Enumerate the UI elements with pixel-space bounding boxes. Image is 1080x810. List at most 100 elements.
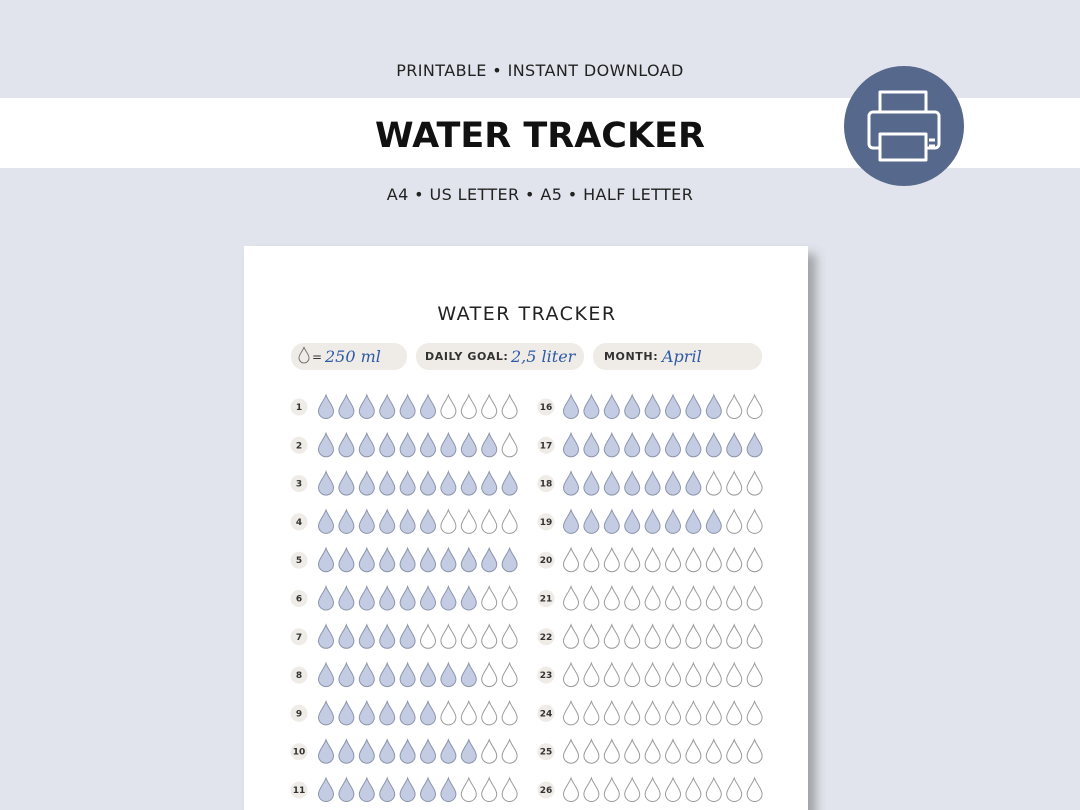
day-badge xyxy=(290,590,308,607)
drop-empty xyxy=(685,623,702,649)
drop-empty xyxy=(705,776,722,802)
day-badge xyxy=(290,666,308,684)
drop-filled xyxy=(664,431,682,458)
drop-empty xyxy=(583,738,600,764)
drop-empty xyxy=(460,776,477,802)
drop-filled xyxy=(358,470,375,496)
drop-filled xyxy=(440,431,457,458)
day-number: 22 xyxy=(540,633,553,643)
drop-empty xyxy=(603,661,620,688)
drop-filled xyxy=(419,738,437,764)
drop-empty xyxy=(685,584,702,611)
drop-empty xyxy=(705,546,722,573)
day-badge xyxy=(537,743,555,761)
day-number: 26 xyxy=(540,786,553,796)
drop-empty xyxy=(644,546,661,573)
goal-label: DAILY GOAL: xyxy=(425,350,508,363)
drop-filled xyxy=(399,661,416,688)
day-badge xyxy=(537,398,555,416)
drop-filled xyxy=(685,393,702,419)
drop-empty xyxy=(562,661,580,688)
drop-filled xyxy=(338,431,355,458)
drop-empty xyxy=(726,661,743,688)
drop-empty xyxy=(603,738,620,764)
drop-filled xyxy=(358,393,375,419)
drop-empty xyxy=(746,393,763,419)
drop-icon xyxy=(298,346,310,364)
drop-empty xyxy=(664,661,682,688)
day-number: 10 xyxy=(293,748,306,758)
drop-empty xyxy=(644,738,661,764)
day-number: 18 xyxy=(540,480,553,490)
day-badge xyxy=(537,590,555,607)
drop-empty xyxy=(562,738,580,764)
drop-filled xyxy=(317,623,335,649)
drop-filled xyxy=(603,393,620,419)
day-number: 20 xyxy=(540,556,553,566)
drop-filled xyxy=(317,738,335,764)
drop-empty xyxy=(624,699,641,726)
drop-empty xyxy=(481,508,498,534)
drop-empty xyxy=(746,508,763,534)
day-number: 7 xyxy=(296,633,302,643)
drop-filled xyxy=(379,431,396,458)
day-badge xyxy=(537,704,555,722)
drop-filled xyxy=(562,508,580,534)
drop-filled xyxy=(705,508,722,534)
drop-filled xyxy=(358,738,375,764)
month-label: MONTH: xyxy=(604,350,658,363)
drop-filled xyxy=(460,546,477,573)
goal-pill xyxy=(416,343,584,370)
drop-empty xyxy=(624,584,641,611)
drop-empty xyxy=(501,661,518,688)
drop-filled xyxy=(419,546,437,573)
drop-empty xyxy=(501,776,518,802)
drop-empty xyxy=(562,623,580,649)
drop-filled xyxy=(460,738,477,764)
drop-filled xyxy=(419,661,437,688)
drop-empty xyxy=(501,623,518,649)
drop-filled xyxy=(358,431,375,458)
drop-filled xyxy=(338,623,355,649)
day-number: 25 xyxy=(540,748,553,758)
day-badge xyxy=(537,513,555,531)
drop-empty xyxy=(481,584,498,611)
drop-filled xyxy=(399,393,416,419)
drop-empty xyxy=(705,661,722,688)
drop-filled xyxy=(664,508,682,534)
month-pill xyxy=(593,343,762,370)
drop-filled xyxy=(317,776,335,802)
drop-filled xyxy=(399,546,416,573)
drop-filled xyxy=(481,431,498,458)
drop-filled xyxy=(419,470,437,496)
drop-filled xyxy=(338,661,355,688)
drop-empty xyxy=(624,776,641,802)
day-badge xyxy=(537,628,555,646)
drop-filled xyxy=(705,393,722,419)
drop-filled xyxy=(644,431,661,458)
drop-empty xyxy=(705,623,722,649)
drop-filled xyxy=(460,431,477,458)
drop-empty xyxy=(685,546,702,573)
drop-empty xyxy=(583,584,600,611)
drop-filled xyxy=(685,470,702,496)
day-number: 4 xyxy=(296,518,302,528)
drop-filled xyxy=(399,699,416,726)
drop-empty xyxy=(726,776,743,802)
drop-filled xyxy=(644,393,661,419)
day-badge xyxy=(537,666,555,684)
drop-filled xyxy=(481,470,498,496)
day-number: 5 xyxy=(296,556,302,566)
day-badge xyxy=(537,436,555,454)
day-badge xyxy=(290,628,308,646)
drop-filled xyxy=(338,546,355,573)
drop-filled xyxy=(460,661,477,688)
drop-filled xyxy=(358,776,375,802)
drop-filled xyxy=(624,431,641,458)
serving-sign: = xyxy=(312,350,322,364)
drop-filled xyxy=(419,699,437,726)
drop-filled xyxy=(419,393,437,419)
drop-filled xyxy=(379,393,396,419)
drop-empty xyxy=(501,393,518,419)
drop-filled xyxy=(644,508,661,534)
